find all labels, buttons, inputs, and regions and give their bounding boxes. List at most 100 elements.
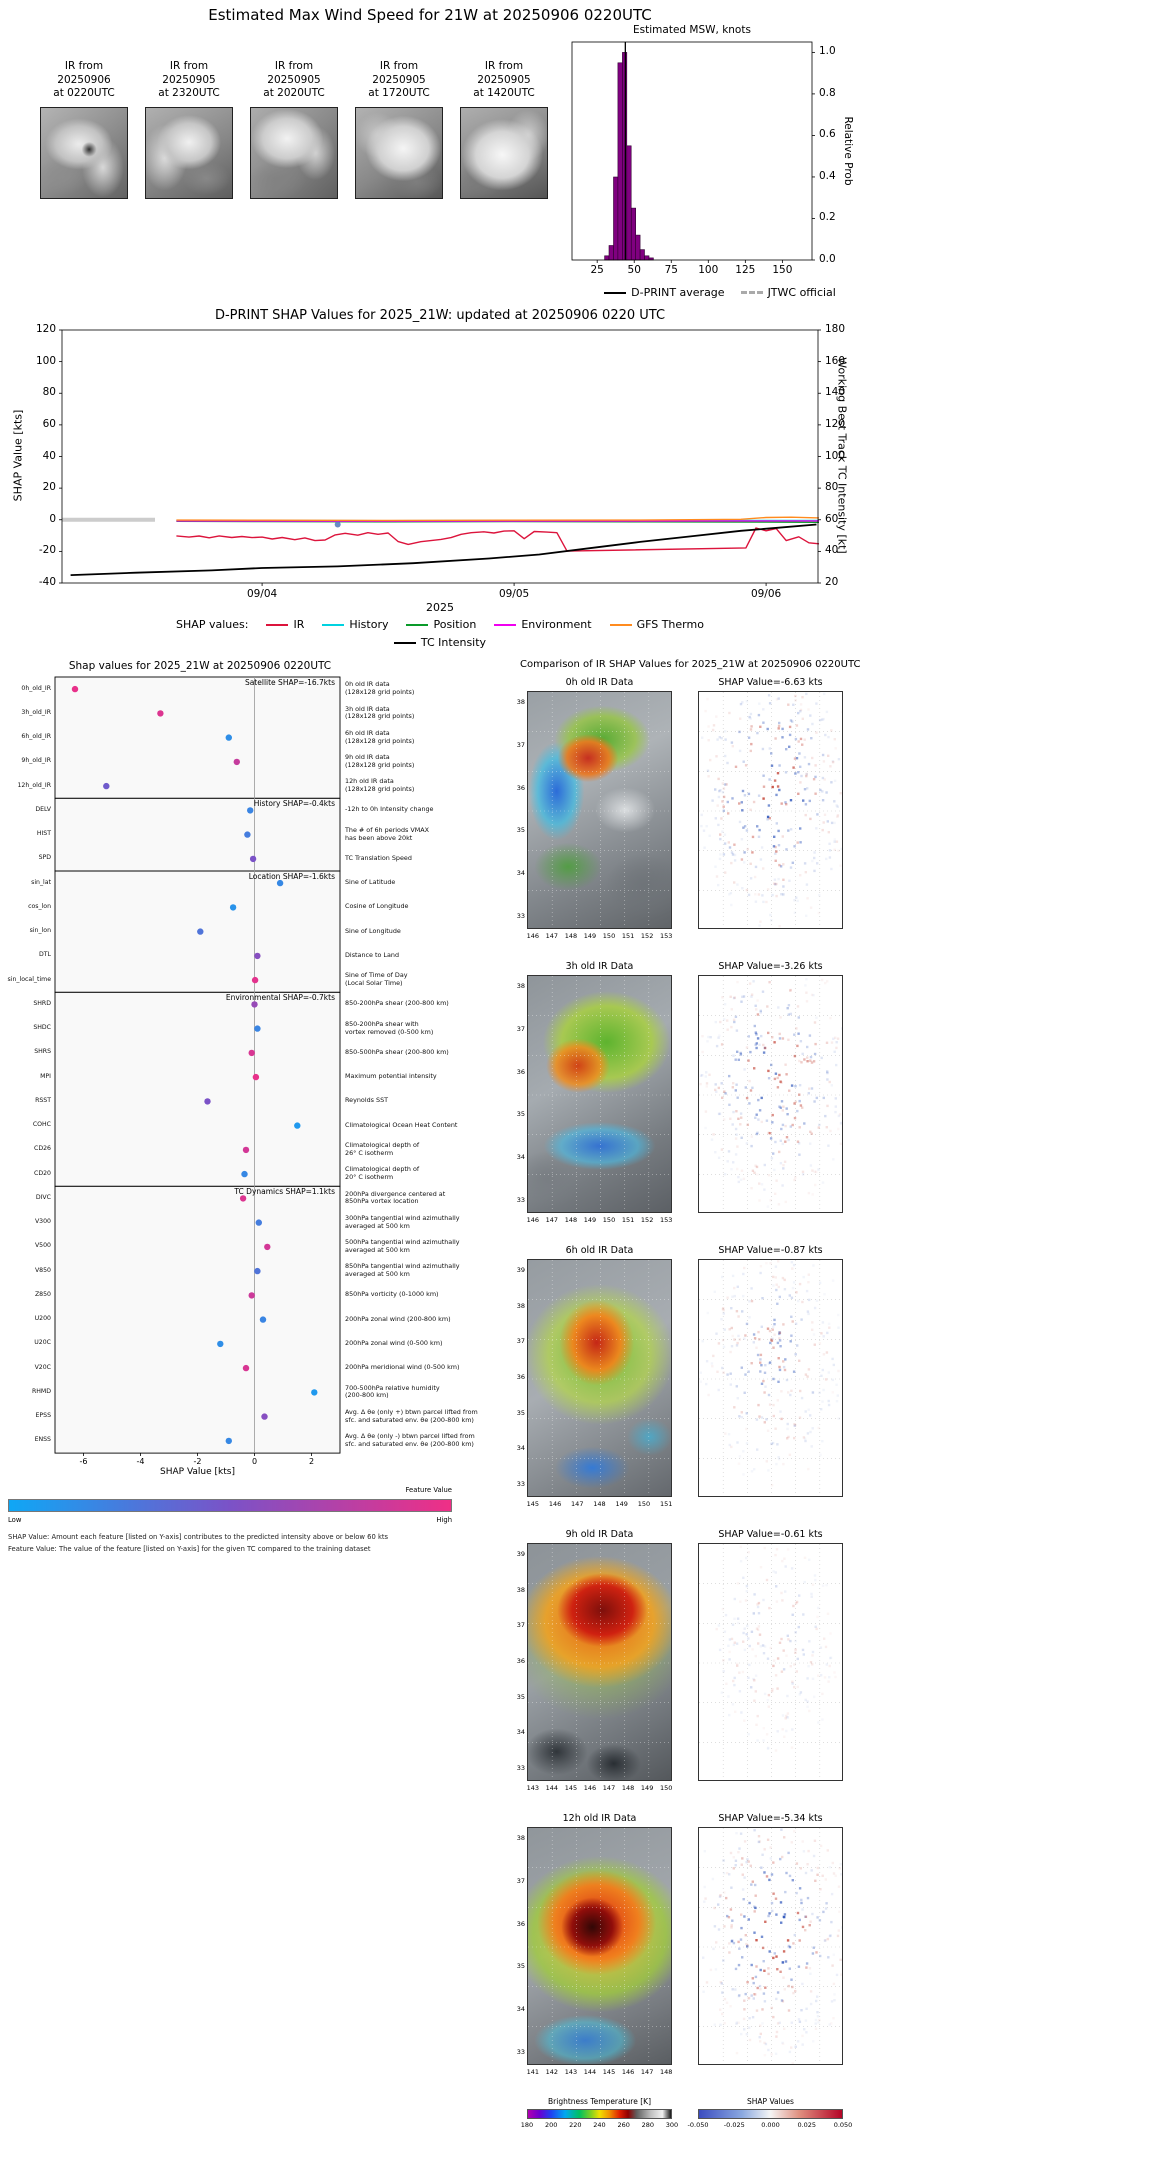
feature-name: ENSS <box>34 1436 51 1444</box>
feature-dot <box>259 1316 267 1323</box>
lat-tick: 33 <box>516 1480 525 1489</box>
hist-ytick: 0.0 <box>819 253 836 265</box>
lat-tick: 39 <box>516 1265 525 1274</box>
series-ir <box>176 527 820 552</box>
shap-map-title: SHAP Value=-0.61 kts <box>718 1529 823 1540</box>
bt-colorbar-label: Brightness Temperature [K] <box>548 2097 651 2106</box>
ir-map-image <box>527 691 672 929</box>
colorbar-title: Feature Value <box>405 1486 452 1494</box>
lon-tick: 147 <box>602 1784 616 1792</box>
shap-speckles <box>702 1828 842 2064</box>
feature-dot <box>71 685 79 693</box>
lat-tick: 33 <box>516 1764 525 1773</box>
feature-name: cos_lon <box>28 902 51 910</box>
feature-dot <box>233 758 240 766</box>
legend-item: JTWC official <box>740 286 836 299</box>
shap-speckles <box>699 1260 840 1487</box>
feature-dot <box>157 710 164 717</box>
colorbar-high-label: High <box>436 1516 452 1524</box>
colorbar-tick: 280 <box>641 2121 655 2129</box>
lat-tick: 35 <box>516 826 525 835</box>
lon-tick: 151 <box>621 1216 635 1224</box>
shap-speckles <box>715 1545 837 1752</box>
lat-tick: 37 <box>516 1024 525 1033</box>
feature-description: Avg. Δ θe (only -) btwn parcel lifted fr… <box>345 1432 475 1448</box>
timeseries-plot <box>59 329 821 586</box>
feature-name: RHMD <box>31 1387 51 1395</box>
feature-dot <box>248 1292 255 1299</box>
colorbar-low-label: Low <box>8 1516 22 1524</box>
lat-tick: 38 <box>516 1833 525 1842</box>
lon-tick: 145 <box>526 1500 539 1508</box>
colorbar-tick: 220 <box>569 2121 582 2129</box>
ir-thumbnail-label: IR from 20250905 at 1720UTC <box>355 60 443 101</box>
feature-xtick: -2 <box>193 1457 202 1466</box>
feature-dot <box>261 1413 268 1420</box>
shap-map-image <box>698 1259 843 1497</box>
feature-description-line: 9h old IR data <box>345 753 390 762</box>
colorbar-tick: 300 <box>665 2121 679 2129</box>
feature-name: 3h_old_IR <box>21 708 51 716</box>
feature-description-line: (128x128 grid points) <box>345 785 415 793</box>
timeseries-xlabel: 2025 <box>426 601 454 614</box>
feature-description: 200hPa meridional wind (0-500 km) <box>345 1364 460 1372</box>
feature-description-line: 850hPa tangential wind azimuthally <box>345 1262 460 1271</box>
feature-description: 850-500hPa shear (200-800 km) <box>345 1048 449 1057</box>
group-header: Location SHAP=-1.6kts <box>248 872 335 881</box>
feature-description-line: (128x128 grid points) <box>345 712 415 721</box>
ir-thumbnail-label-line: 20250905 <box>372 73 426 86</box>
legend-line-swatch <box>609 623 632 626</box>
ts-ytick-left: -20 <box>38 544 56 557</box>
lon-tick: 150 <box>602 932 616 940</box>
colorbar-tick: -0.050 <box>687 2121 709 2129</box>
ts-legend-title: SHAP values: <box>176 618 249 631</box>
lat-tick: 36 <box>516 783 525 792</box>
grid-overlay <box>699 976 842 1212</box>
ir-map-image <box>527 1259 672 1497</box>
feature-dot <box>264 1243 271 1251</box>
lat-tick: 39 <box>516 1549 525 1558</box>
legend-line-swatch <box>494 623 517 626</box>
ir-thumbnail-label-line: 20250905 <box>162 73 216 86</box>
feature-description: 6h old IR data (128x128 grid points) <box>345 729 414 745</box>
feature-description-line: 700-500hPa relative humidity <box>345 1383 440 1392</box>
lat-tick: 35 <box>516 1408 525 1417</box>
feature-description: TC Translation Speed <box>345 854 412 863</box>
feature-name: sin_local_time <box>7 975 51 983</box>
feature-description-line: Maximum potential intensity <box>345 1072 437 1081</box>
feature-dot <box>254 952 261 960</box>
feature-description-line: 500hPa tangential wind azimuthally <box>345 1238 460 1247</box>
figure-title: Estimated Max Wind Speed for 21W at 2025… <box>208 6 652 24</box>
ts-ytick-left: 60 <box>42 417 56 430</box>
feature-xtick: -4 <box>136 1457 145 1466</box>
ir-thumbnail-label: IR from 20250906 at 0220UTC <box>40 60 128 101</box>
feature-description-line: 12h old IR data <box>345 777 394 786</box>
ir-map-image <box>527 975 672 1213</box>
legend-label: JTWC official <box>767 286 836 299</box>
ts-legend-row1: SHAP values: IR History Position Environment… <box>0 618 880 631</box>
lat-tick: 37 <box>516 1621 525 1630</box>
ts-ytick-right: 160 <box>825 354 846 367</box>
ts-ytick-right: 80 <box>825 481 839 494</box>
ir-thumbnail-label-line: IR from <box>484 60 524 72</box>
feature-description-line: 200hPa divergence centered at <box>345 1189 446 1198</box>
lat-tick: 34 <box>516 2005 525 2014</box>
feature-value-colorbar <box>8 1499 452 1512</box>
lat-tick: 35 <box>516 1962 525 1971</box>
lat-tick: 33 <box>516 912 525 921</box>
legend-item: GFS Thermo <box>609 618 704 631</box>
feature-description: 0h old IR data (128x128 grid points) <box>345 681 414 696</box>
grid-overlay <box>699 1828 842 2064</box>
feature-name: HIST <box>36 830 51 838</box>
ir-thumbnail-image <box>40 106 128 199</box>
feature-description-line: -12h to 0h Intensity change <box>345 805 434 814</box>
legend-label: GFS Thermo <box>636 618 704 631</box>
feature-dot <box>247 807 254 814</box>
hist-ytick: 1.0 <box>819 45 836 58</box>
lon-tick: 152 <box>640 1216 654 1224</box>
colorbar-tick: 180 <box>520 2121 534 2129</box>
grid-overlay <box>528 692 671 928</box>
feature-name: SHRS <box>34 1048 51 1056</box>
lon-tick: 153 <box>659 932 673 940</box>
ir-thumbnail-label-line: IR from <box>379 60 419 72</box>
